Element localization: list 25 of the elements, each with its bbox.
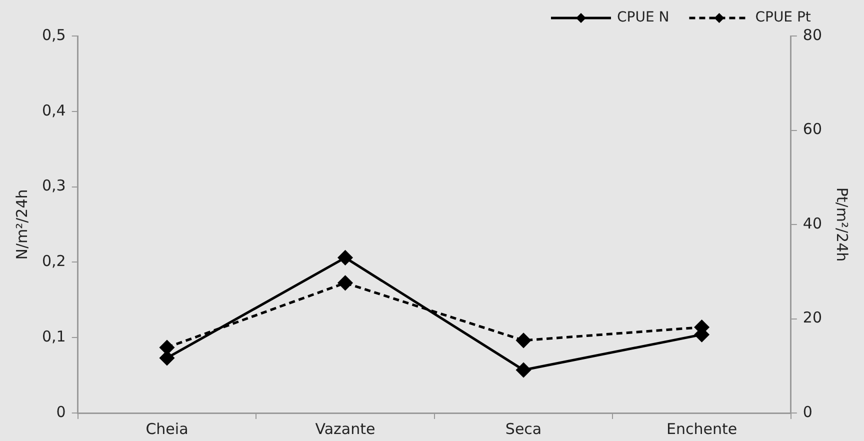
y-tick-label: 0,5 — [42, 26, 66, 44]
y2-tick-label: 40 — [802, 214, 822, 232]
y-tick-label: 0 — [56, 402, 66, 421]
point — [160, 350, 174, 366]
y-tick-label: 0,3 — [42, 176, 66, 195]
y-axis-title: N/m²/24h — [12, 189, 31, 260]
x-tick-label: Vazante — [315, 420, 376, 438]
legend-label: CPUE Pt — [755, 10, 812, 26]
y2-axis-title: Pt/m²/24h — [833, 187, 852, 262]
point — [516, 362, 531, 378]
legend-label: CPUE N — [616, 10, 670, 26]
y-tick-label: 0,1 — [42, 327, 66, 346]
x-tick-label: Enchente — [666, 420, 738, 438]
point — [338, 250, 352, 265]
point — [516, 333, 531, 348]
x-tick-label: Cheia — [146, 420, 188, 438]
y2-tick-label: 0 — [802, 402, 812, 421]
y2-tick-label: 20 — [802, 308, 822, 327]
point — [160, 340, 174, 355]
point — [338, 276, 352, 290]
y2-tick-label: 80 — [802, 26, 822, 44]
y-tick-label: 0,4 — [42, 101, 66, 120]
x-tick-label: Seca — [505, 420, 542, 438]
y2-tick-label: 60 — [802, 120, 822, 138]
y-tick-label: 0,2 — [42, 252, 66, 270]
